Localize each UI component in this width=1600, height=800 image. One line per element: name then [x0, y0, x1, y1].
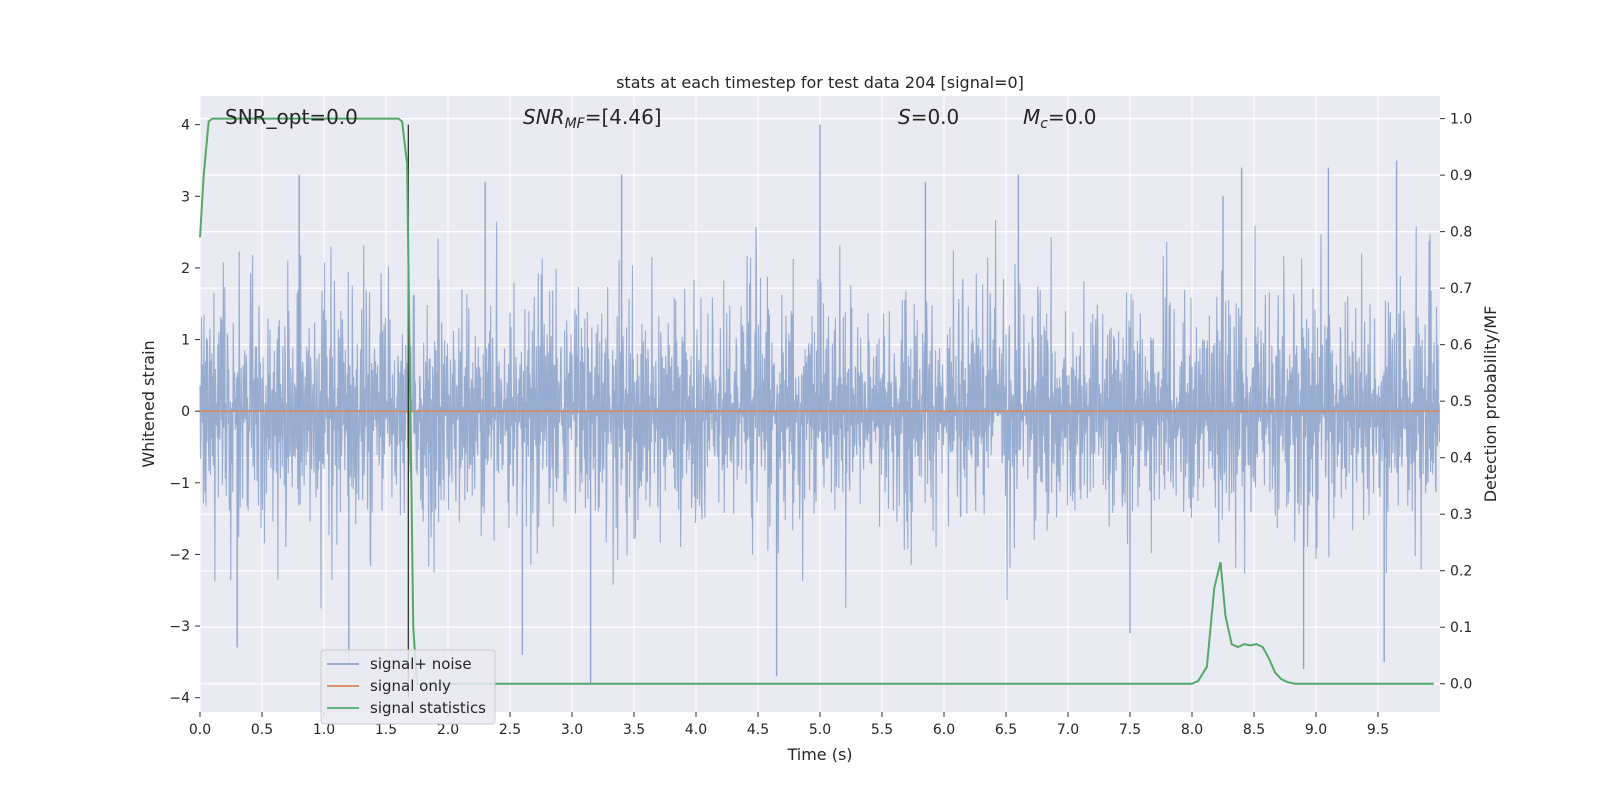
x-tick-label: 6.5: [995, 722, 1017, 738]
y-left-tick-label: 0: [181, 404, 190, 420]
y-left-tick-label: −4: [169, 691, 190, 707]
annotation-s: S=0.0: [898, 105, 959, 129]
x-tick-label: 5.0: [809, 722, 831, 738]
snr-mf-name: SNR: [523, 105, 565, 129]
annotation-snr-opt: SNR_opt=0.0: [225, 105, 358, 129]
y-right-tick-label: 0.5: [1450, 394, 1472, 410]
lines: [199, 117, 1440, 698]
x-tick-label: 6.0: [933, 722, 955, 738]
y-left-tick-label: 4: [181, 118, 190, 134]
x-tick-label: 9.5: [1367, 722, 1389, 738]
x-tick-label: 8.0: [1181, 722, 1203, 738]
legend-label-signal-noise: signal+ noise: [370, 655, 472, 673]
x-axis-label: Time (s): [786, 745, 852, 764]
y-axis-label-left: Whitened strain: [139, 340, 158, 467]
x-tick-label: 9.0: [1305, 722, 1327, 738]
legend-box: [320, 649, 496, 725]
legend-label-signal-statistics: signal statistics: [370, 699, 486, 717]
y-right-tick-label: 0.2: [1450, 564, 1472, 580]
y-right-tick-label: 0.7: [1450, 281, 1472, 297]
y-right-tick-label: 1.0: [1450, 112, 1472, 128]
x-tick-label: 3.0: [561, 722, 583, 738]
s-name: S: [898, 105, 911, 129]
y-right-tick-label: 0.1: [1450, 620, 1472, 636]
annotation-mc: Mc=0.0: [1023, 105, 1097, 132]
mc-name: M: [1023, 105, 1040, 129]
y-left-tick-label: 2: [181, 261, 190, 277]
chart-title: stats at each timestep for test data 204…: [616, 73, 1024, 92]
x-tick-label: 1.0: [313, 722, 335, 738]
signal-noise-line: [199, 219, 1441, 609]
y-left-tick-label: 1: [181, 333, 190, 349]
y-left-tick-label: −2: [169, 547, 190, 563]
y-right-tick-label: 0.4: [1450, 451, 1472, 467]
legend-label-signal-only: signal only: [370, 677, 451, 695]
y-left-tick-label: 3: [181, 189, 190, 205]
x-tick-labels: 0.0 0.5 1.0 1.5 2.0 2.5 3.0 3.5 4.0 4.5 5.0 5.5 6.0 6…: [189, 712, 1389, 738]
y-axis-label-right: Detection probability/MF: [1481, 306, 1500, 503]
x-tick-label: 4.0: [685, 722, 707, 738]
legend: signal+ noise signal only signal statist…: [320, 649, 496, 725]
signal-noise-series: [199, 124, 1441, 684]
y-left-tick-label: −1: [169, 476, 190, 492]
x-tick-label: 2.0: [437, 722, 459, 738]
x-tick-label: 8.5: [1243, 722, 1265, 738]
y-right-tick-label: 0.8: [1450, 225, 1472, 241]
annotation-snr-mf: SNRMF=[4.46]: [523, 105, 662, 132]
x-tick-label: 7.5: [1119, 722, 1141, 738]
x-tick-label: 3.5: [623, 722, 645, 738]
y-right-tick-labels: 1.0 0.9 0.8 0.7 0.6 0.5 0.4 0.3 0.2 0.1 0.0: [1440, 112, 1472, 693]
x-tick-label: 4.5: [747, 722, 769, 738]
snr-mf-value: =[4.46]: [585, 105, 662, 129]
signal-statistics-line: [199, 117, 1434, 685]
x-tick-label: 2.5: [499, 722, 521, 738]
y-left-tick-label: −3: [169, 619, 190, 635]
y-right-tick-label: 0.3: [1450, 507, 1472, 523]
y-right-tick-label: 0.9: [1450, 168, 1472, 184]
x-tick-label: 5.5: [871, 722, 893, 738]
mc-sub: c: [1040, 116, 1048, 132]
x-tick-label: 7.0: [1057, 722, 1079, 738]
s-value: =0.0: [911, 105, 960, 129]
y-right-tick-label: 0.0: [1450, 677, 1472, 693]
y-right-tick-label: 0.6: [1450, 338, 1472, 354]
x-tick-label: 1.5: [375, 722, 397, 738]
x-tick-label: 0.5: [251, 722, 273, 738]
snr-mf-sub: MF: [565, 116, 586, 132]
x-tick-label: 0.0: [189, 722, 211, 738]
y-left-tick-labels: 4 3 2 1 0 −1 −2 −3 −4: [169, 118, 200, 707]
mc-value: =0.0: [1048, 105, 1097, 129]
